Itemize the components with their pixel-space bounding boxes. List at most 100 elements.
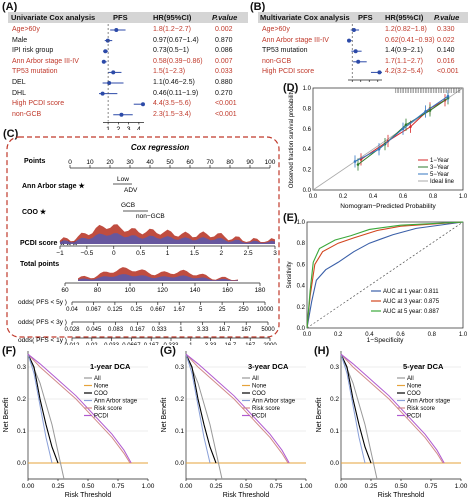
odds-1y-tick-label: 0.012	[64, 343, 80, 345]
roc-x-tick: 0.4	[365, 332, 374, 338]
dca-y-tick-label: 0.1	[175, 428, 184, 435]
dca-x-tick-label: 0.00	[22, 483, 35, 490]
row-name: High PCDI score	[12, 100, 65, 108]
row-pvalue: 0.033	[215, 68, 233, 76]
table-a-col-p: P.value	[212, 13, 238, 22]
points-tick-label: 30	[126, 159, 134, 166]
dca-x-tick-label: 0.00	[180, 483, 193, 490]
calibration-point	[428, 109, 432, 112]
dca-x-tick-label: 0.25	[365, 483, 378, 490]
calibration-point	[401, 127, 405, 131]
roc-legend-label: AUC at 5 year: 0.887	[383, 309, 440, 315]
total-points-label: Total points	[20, 261, 59, 268]
points-tick-label: 50	[166, 159, 174, 166]
roc-xlabel: 1−Specificity	[367, 337, 404, 344]
dca-risk-line	[27, 353, 131, 464]
odds-3y-tick-label: 0.045	[86, 327, 102, 333]
odds-1y-tick-label: 1	[189, 343, 193, 345]
odds-1y-tick-label: 0.333	[163, 343, 179, 345]
panel-label-c: (C)	[3, 128, 19, 140]
calib-x-tick: 0.6	[399, 194, 408, 200]
calib-y-tick: 0.8	[303, 106, 312, 112]
dca-y-tick-label: 0.1	[17, 428, 26, 435]
row-pvalue: 0.086	[215, 47, 233, 55]
dca-x-tick-label: 0.25	[52, 483, 65, 490]
dca-legend-label: Ann Arbor stage	[407, 399, 451, 405]
roc-x-tick: 0.6	[396, 332, 405, 338]
row-hr: 4.2(3.2−5.4)	[385, 68, 423, 76]
roc-x-tick: 0.0	[303, 332, 312, 338]
dca-y-tick-label: 0.2	[330, 396, 339, 403]
dca-legend-label: COO	[252, 391, 266, 397]
table-b-header-bg	[258, 12, 468, 23]
row-name: IPI risk group	[12, 47, 54, 55]
hr-point	[114, 28, 119, 32]
row-hr: 1.2(0.82−1.8)	[385, 26, 427, 33]
odds-5y-tick-label: 0.04	[66, 307, 78, 313]
row-hr: 2.3(1.5−3.4)	[153, 110, 191, 118]
row-pvalue: 0.140	[437, 47, 455, 55]
dca-risk-line	[340, 353, 444, 464]
calibration-point	[353, 160, 357, 163]
panel-label-h: (H)	[314, 345, 330, 357]
calib-y-tick: 0.2	[303, 168, 312, 174]
odds-1y-tick-label: 0.033	[104, 343, 120, 345]
roc-curve	[306, 221, 464, 329]
dca-coo-line	[27, 353, 59, 464]
forest-tick-label: 1	[106, 126, 110, 130]
dca-x-tick-label: 0.00	[335, 483, 348, 490]
pcdi-label: PCDI score ★★★	[20, 239, 79, 247]
odds-3y-tick-label: 5000	[261, 327, 275, 333]
dca-pcdi-line	[27, 353, 132, 464]
odds-3y-tick-label: 0.083	[108, 327, 124, 333]
odds-3y-tick-label: 1	[179, 327, 183, 333]
dca-y-tick-label: 0.3	[330, 364, 339, 371]
dca-legend-label: PCDI	[252, 414, 267, 420]
coo-gcb: GCB	[121, 202, 135, 209]
dca-ylabel: Net Benefit	[316, 398, 323, 433]
odds-3y-tick-label: 16.7	[219, 327, 231, 333]
dca-legend-label: COO	[407, 391, 421, 397]
table-b-title: Multivariate Cox analysis	[260, 13, 350, 22]
panel-label-g: (G)	[160, 345, 176, 357]
total-density-overlay	[78, 274, 238, 281]
dca-risk-line	[185, 353, 289, 464]
row-name: non-GCB	[262, 57, 292, 65]
roc-diagonal	[306, 221, 464, 329]
odds-5y-tick-label: 25	[219, 307, 226, 313]
dca-title: 1-year DCA	[90, 362, 131, 371]
dca-y-tick-label: 0.0	[330, 460, 339, 467]
row-name: TP53 mutation	[262, 47, 308, 55]
hr-point	[353, 49, 358, 54]
total-tick-label: 60	[61, 287, 69, 294]
odds-3y-tick-label: 167	[241, 327, 252, 333]
dca-x-tick-label: 0.50	[82, 483, 95, 490]
odds-3y-label: odds( PFS < 3y )	[18, 319, 67, 326]
dca-x-tick-label: 1.00	[300, 483, 313, 490]
pcdi-tick-label: −1	[56, 250, 64, 257]
dca-ann-line	[340, 354, 366, 464]
row-pvalue: 0.270	[215, 89, 233, 97]
dca-legend-label: All	[407, 376, 414, 382]
row-hr: 1.7(1.1−2.7)	[385, 57, 423, 65]
dca-ann-line	[27, 354, 53, 464]
dca-y-tick-label: 0.3	[17, 364, 26, 371]
calib-legend-label: 3−Year	[430, 165, 449, 171]
row-name: Ann Arbor stage III-IV	[12, 57, 79, 65]
odds-3y-tick-label: 0.167	[130, 327, 146, 333]
row-hr: 1.1(0.46−2.5)	[153, 79, 195, 86]
dca-xlabel: Risk Threshold	[378, 492, 425, 499]
dca-x-tick-label: 0.75	[425, 483, 438, 490]
univariate-table: Univariate Cox analysis PFS HR(95%CI) P.…	[0, 0, 250, 130]
dca-legend-label: PCDI	[94, 414, 109, 420]
forest-tick-label: 2	[116, 126, 120, 130]
row-name: Ann Arbor stage III-IV	[262, 36, 329, 44]
odds-5y-label: odds( PFS < 5y )	[18, 299, 67, 306]
hr-point	[119, 112, 124, 117]
panel-label-a: (A)	[2, 1, 18, 13]
dca-ylabel: Net Benefit	[3, 398, 10, 433]
calib-x-tick: 0.8	[429, 194, 438, 200]
